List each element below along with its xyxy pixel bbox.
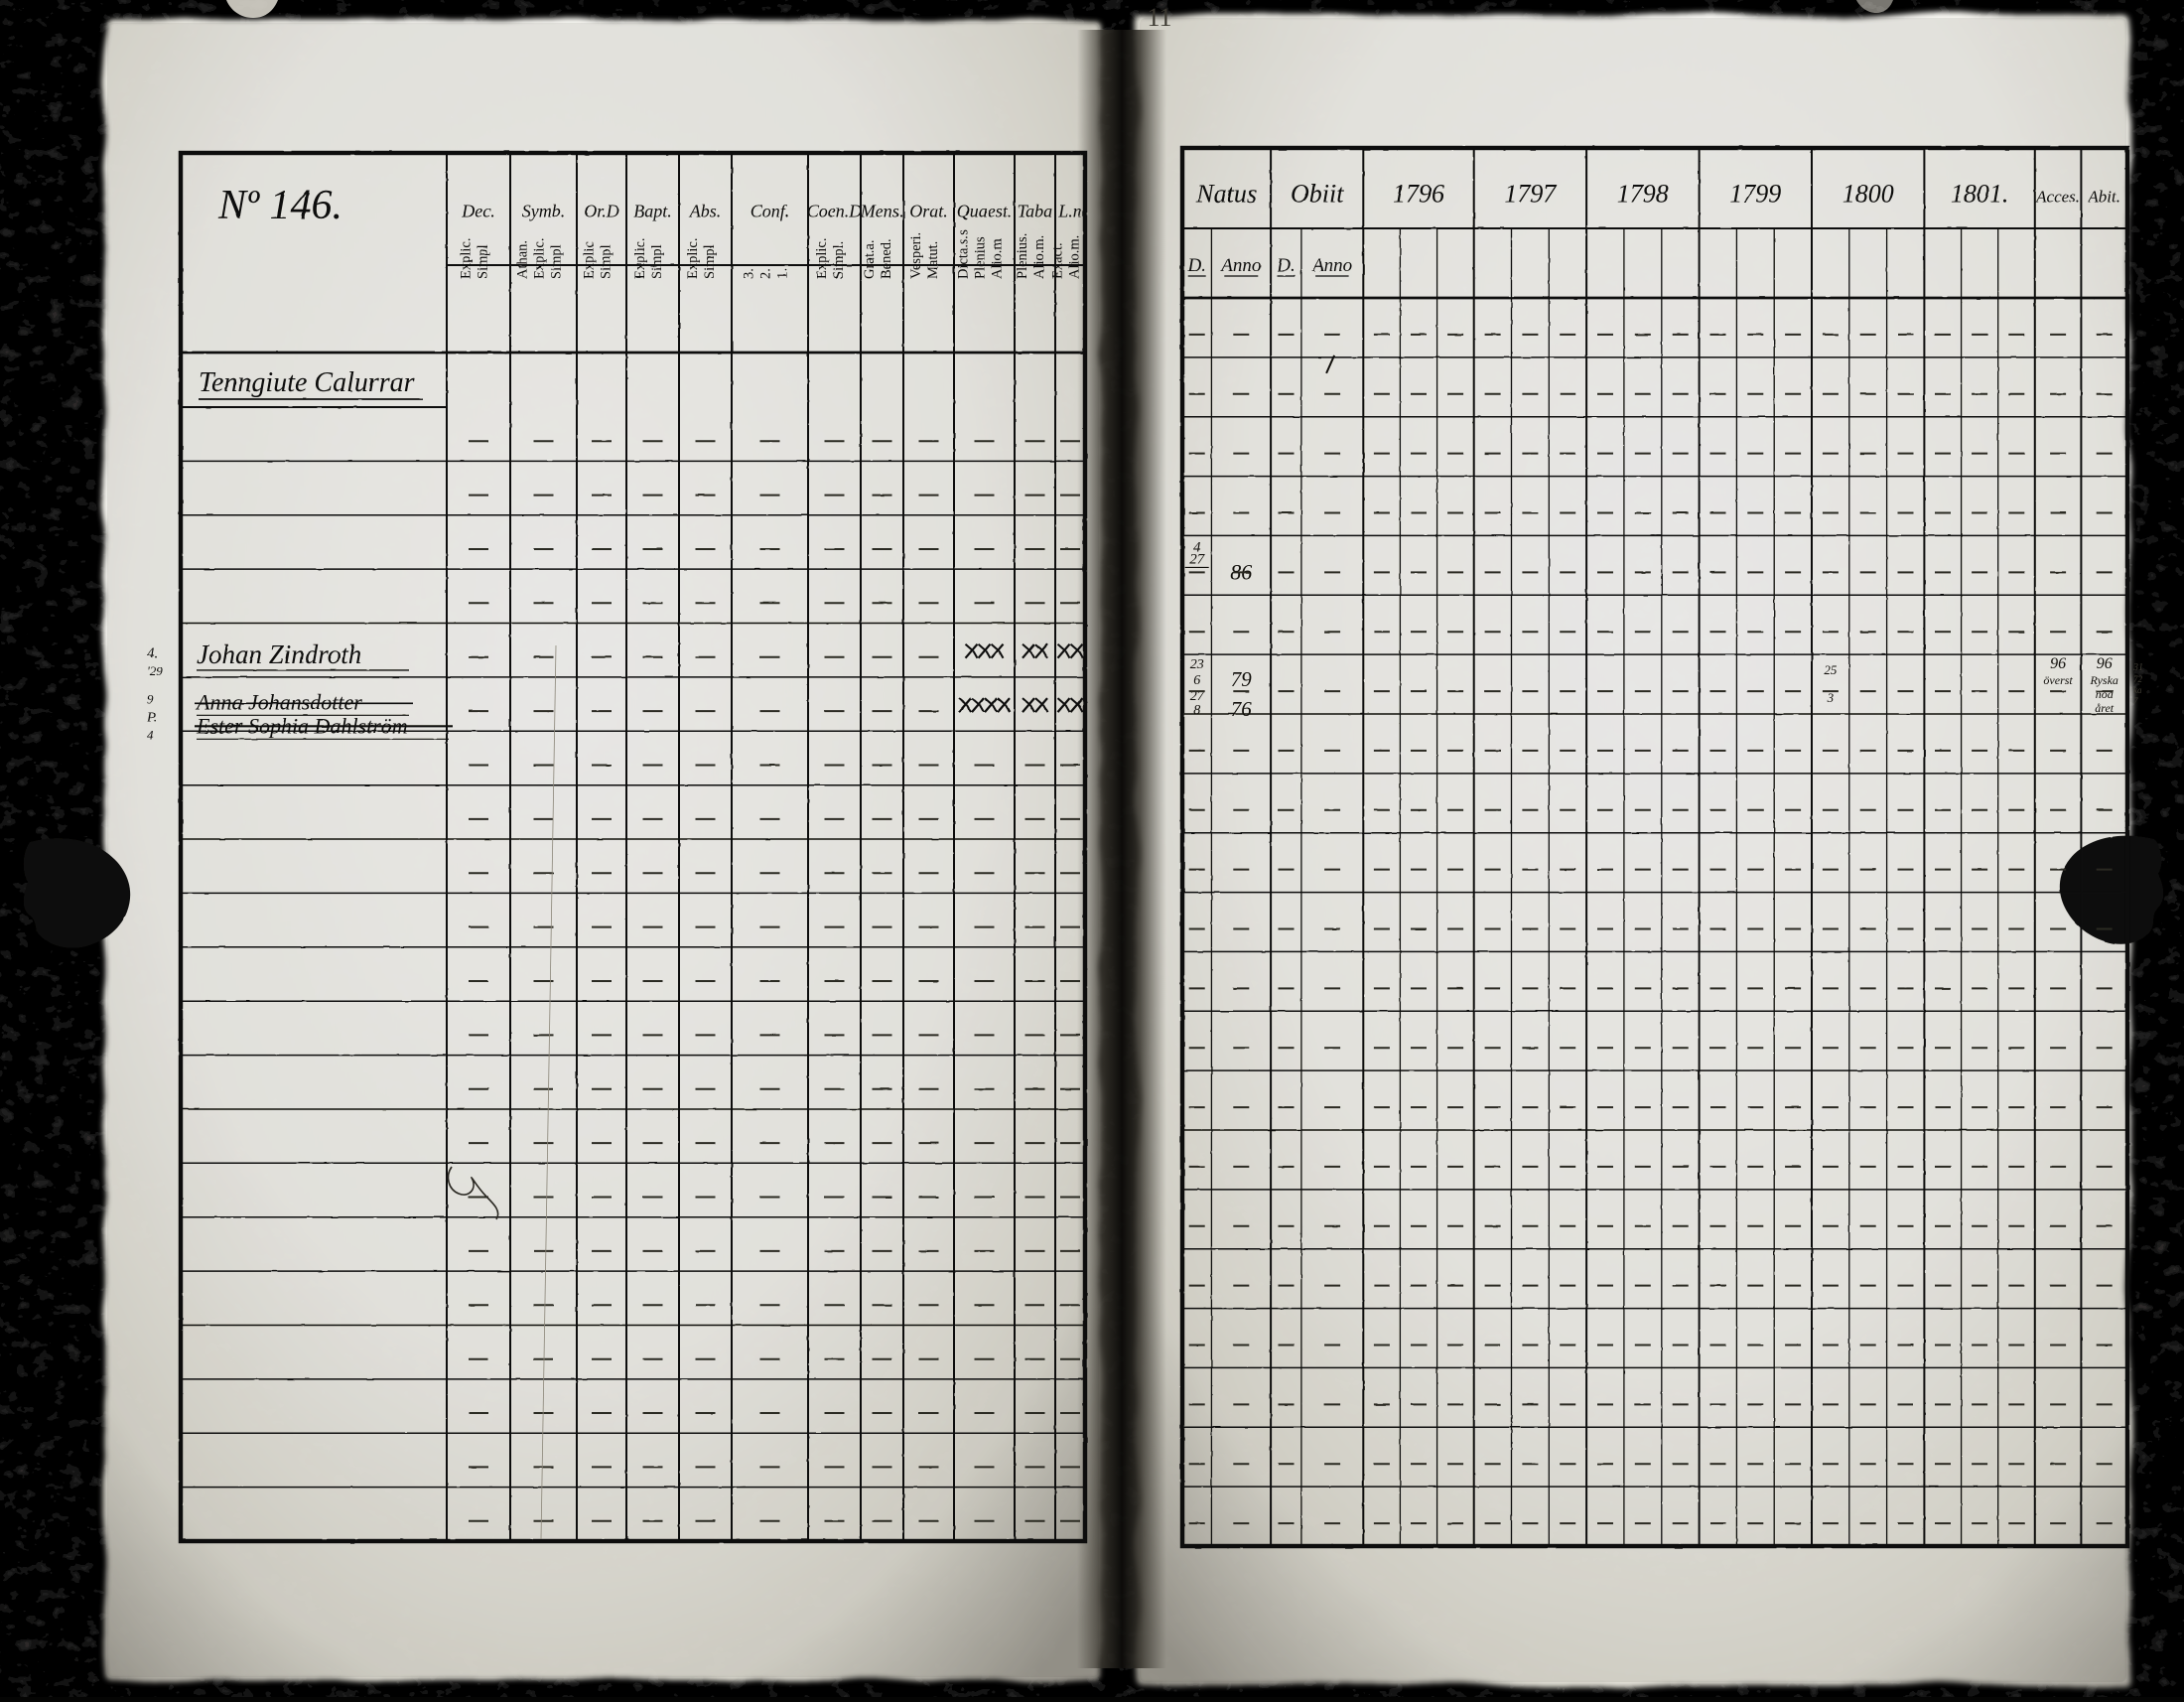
svg-text:8: 8 xyxy=(1193,703,1200,718)
svg-text:Simpl: Simpl xyxy=(702,244,718,279)
svg-text:7: 7 xyxy=(2133,696,2138,706)
svg-text:Plenius: Plenius xyxy=(973,236,989,279)
svg-text:Ryska: Ryska xyxy=(2089,673,2117,687)
svg-text:Mens.: Mens. xyxy=(860,202,904,221)
svg-text:1.: 1. xyxy=(775,268,791,279)
svg-text:Athan.: Athan. xyxy=(514,240,530,279)
svg-text:Abs.: Abs. xyxy=(689,202,722,221)
svg-text:Explic.: Explic. xyxy=(685,238,701,279)
svg-text:D.: D. xyxy=(1186,255,1205,276)
svg-text:överst: överst xyxy=(2043,673,2073,687)
svg-text:P.: P. xyxy=(146,710,157,725)
svg-text:Or.D: Or.D xyxy=(584,202,619,221)
svg-text:Taba: Taba xyxy=(1018,202,1052,221)
svg-text:25: 25 xyxy=(1824,662,1838,677)
svg-text:Explic.: Explic. xyxy=(632,238,648,279)
svg-text:Natus: Natus xyxy=(1195,180,1257,209)
svg-text:Explic.: Explic. xyxy=(458,238,474,279)
svg-text:Dec.: Dec. xyxy=(461,202,494,221)
svg-text:Explic.: Explic. xyxy=(532,238,548,279)
svg-text:Conf.: Conf. xyxy=(751,202,790,221)
svg-text:1801.: 1801. xyxy=(1951,180,2009,209)
svg-text:4: 4 xyxy=(1193,539,1201,555)
svg-text:Symb.: Symb. xyxy=(522,202,566,221)
svg-text:Johan Zindroth: Johan Zindroth xyxy=(197,639,361,669)
svg-text:D.: D. xyxy=(1276,255,1295,276)
svg-text:Explic.: Explic. xyxy=(814,238,830,279)
svg-text:Simpl: Simpl xyxy=(649,244,665,279)
svg-text:4: 4 xyxy=(147,727,154,742)
svg-text:Explic: Explic xyxy=(581,241,597,279)
svg-text:72: 72 xyxy=(2133,674,2143,684)
svg-text:L.n: L.n xyxy=(1057,202,1082,221)
svg-text:Quaest.: Quaest. xyxy=(957,202,1013,221)
svg-text:1796: 1796 xyxy=(1393,180,1444,209)
svg-text:Simpl: Simpl xyxy=(599,244,614,279)
svg-text:året: året xyxy=(2095,701,2115,715)
svg-text:11: 11 xyxy=(1147,3,1171,32)
svg-text:96: 96 xyxy=(2050,655,2066,672)
svg-text:Nº 146.: Nº 146. xyxy=(217,183,342,228)
svg-text:79: 79 xyxy=(1231,667,1253,691)
svg-text:Grat.a.: Grat.a. xyxy=(862,240,878,279)
svg-text:Alio.m.: Alio.m. xyxy=(1031,235,1047,279)
svg-text:Bapt.: Bapt. xyxy=(633,202,672,221)
svg-text:Simpl.: Simpl. xyxy=(831,241,847,279)
svg-text:Dicta.s.s: Dicta.s.s xyxy=(955,229,971,279)
svg-text:3.: 3. xyxy=(741,268,756,279)
svg-text:Simpl: Simpl xyxy=(476,244,491,279)
svg-text:'29: '29 xyxy=(147,663,163,678)
svg-text:4.: 4. xyxy=(147,645,158,661)
svg-text:1799: 1799 xyxy=(1729,180,1781,209)
svg-text:2.: 2. xyxy=(758,268,774,279)
svg-text:Alio.m.: Alio.m. xyxy=(1067,235,1083,279)
svg-text:Plenius.: Plenius. xyxy=(1015,233,1030,279)
svg-text:1800: 1800 xyxy=(1843,180,1894,209)
svg-text:ka: ka xyxy=(2133,685,2142,695)
svg-text:Anno: Anno xyxy=(1219,255,1261,276)
svg-text:76: 76 xyxy=(1231,697,1253,721)
svg-text:Vesperi.: Vesperi. xyxy=(908,232,924,279)
svg-text:Alio.m: Alio.m xyxy=(990,238,1006,279)
svg-text:nöd: nöd xyxy=(2096,687,2115,701)
svg-text:9: 9 xyxy=(147,691,154,706)
svg-text:Obiit: Obiit xyxy=(1291,180,1344,209)
svg-text:6: 6 xyxy=(1193,673,1200,688)
svg-text:Orat.: Orat. xyxy=(909,202,948,221)
svg-text:Coen.D: Coen.D xyxy=(807,202,863,221)
svg-text:3: 3 xyxy=(1827,690,1835,705)
svg-text:1797: 1797 xyxy=(1504,180,1557,209)
svg-text:Acces.: Acces. xyxy=(2035,188,2080,207)
svg-text:Abit.: Abit. xyxy=(2087,188,2120,207)
svg-text:96: 96 xyxy=(2097,655,2113,672)
svg-text:Exact.: Exact. xyxy=(1049,242,1065,279)
svg-text:1798: 1798 xyxy=(1617,180,1669,209)
svg-text:Anna Johansdotter: Anna Johansdotter xyxy=(195,689,362,714)
svg-text:23: 23 xyxy=(1190,657,1204,672)
svg-text:Tenngiute Calurrar: Tenngiute Calurrar xyxy=(199,367,415,398)
svg-text:Bened.: Bened. xyxy=(879,238,894,279)
svg-text:31: 31 xyxy=(2132,662,2143,673)
svg-text:Simpl: Simpl xyxy=(549,244,565,279)
svg-text:Matut.: Matut. xyxy=(925,241,941,279)
svg-text:Anno: Anno xyxy=(1310,255,1352,276)
